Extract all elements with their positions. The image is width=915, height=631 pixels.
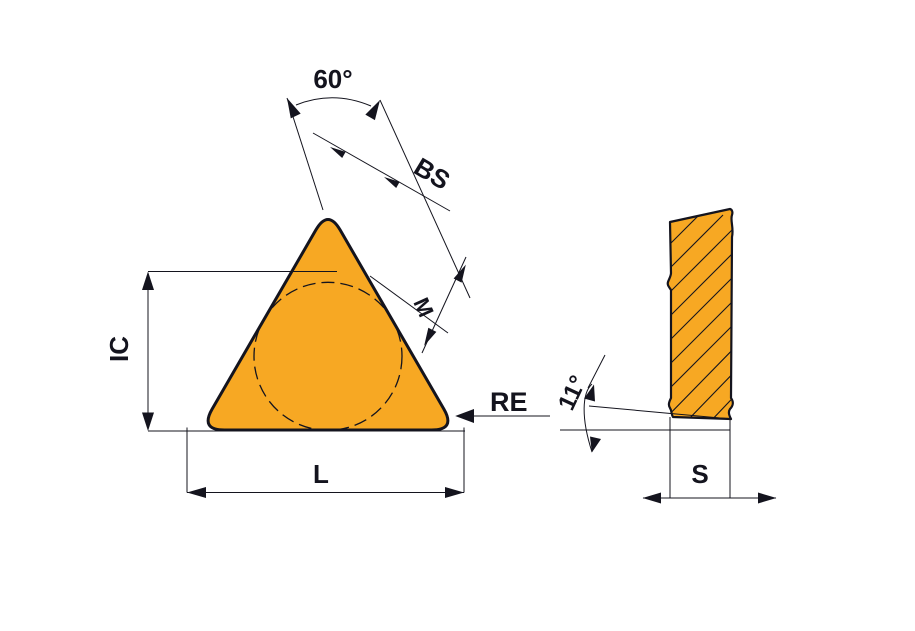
svg-text:S: S	[691, 459, 708, 489]
svg-text:M: M	[408, 294, 438, 321]
svg-text:L: L	[313, 459, 329, 489]
svg-text:IC: IC	[104, 336, 134, 362]
svg-text:BS: BS	[409, 151, 455, 195]
svg-text:11°: 11°	[553, 371, 592, 414]
svg-text:60°: 60°	[313, 64, 352, 94]
svg-text:RE: RE	[490, 387, 528, 417]
